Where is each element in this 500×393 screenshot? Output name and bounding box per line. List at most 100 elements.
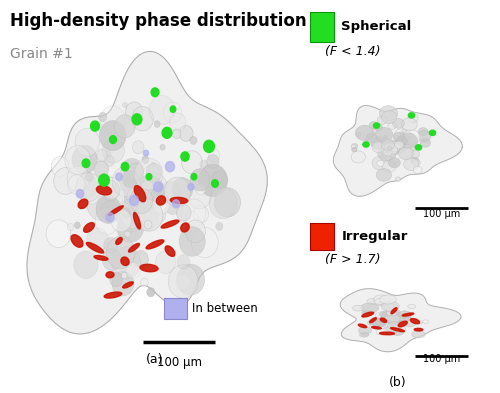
Circle shape [388,158,400,168]
Circle shape [86,173,93,182]
Circle shape [389,146,400,155]
Circle shape [146,174,152,180]
Circle shape [100,121,126,151]
Circle shape [397,314,411,322]
Circle shape [410,147,416,151]
Circle shape [398,130,411,140]
Circle shape [390,328,404,336]
Ellipse shape [104,292,122,298]
Circle shape [418,128,428,136]
Circle shape [372,128,379,134]
Circle shape [104,179,118,196]
Ellipse shape [140,264,158,272]
Ellipse shape [170,197,188,204]
Circle shape [136,173,156,196]
Circle shape [127,186,148,211]
Circle shape [412,331,425,338]
Ellipse shape [122,282,134,288]
Text: High-density phase distribution: High-density phase distribution [10,12,306,30]
Circle shape [76,189,84,198]
Circle shape [399,313,408,318]
Circle shape [392,318,394,320]
Circle shape [351,145,356,149]
Circle shape [204,140,214,152]
Circle shape [110,136,116,143]
Circle shape [366,133,377,142]
Circle shape [165,198,180,215]
Circle shape [88,189,115,220]
Circle shape [98,112,107,122]
Circle shape [112,271,134,296]
Circle shape [134,191,150,209]
Circle shape [151,162,156,167]
Ellipse shape [108,206,124,215]
Circle shape [389,141,401,151]
Text: 100 μm: 100 μm [422,354,460,364]
Circle shape [122,208,131,218]
Circle shape [402,118,417,131]
Circle shape [386,310,396,316]
Ellipse shape [116,237,122,244]
Circle shape [393,143,405,153]
Circle shape [154,121,160,127]
Circle shape [177,255,190,269]
Circle shape [164,102,182,123]
Ellipse shape [121,257,129,266]
Circle shape [110,272,122,287]
Circle shape [370,319,385,327]
Circle shape [386,326,397,332]
Circle shape [118,197,123,202]
Circle shape [420,138,430,147]
Circle shape [384,140,400,154]
Ellipse shape [86,242,104,253]
Circle shape [214,188,240,217]
Ellipse shape [398,321,407,327]
Circle shape [82,159,90,167]
Circle shape [358,327,372,334]
Text: In between: In between [192,302,258,315]
Circle shape [46,220,70,248]
Circle shape [196,184,205,195]
Ellipse shape [380,332,394,335]
Circle shape [374,299,386,305]
Circle shape [135,200,163,231]
Circle shape [160,181,180,204]
Circle shape [384,314,401,323]
Circle shape [136,195,148,209]
Ellipse shape [134,213,140,229]
Circle shape [126,102,143,121]
Circle shape [156,251,176,274]
Circle shape [75,129,100,156]
Circle shape [125,231,130,237]
Circle shape [176,274,190,290]
Circle shape [418,130,431,141]
Bar [310,223,334,250]
Circle shape [118,174,134,192]
Circle shape [408,304,416,309]
Circle shape [142,185,147,191]
Circle shape [402,129,406,132]
Circle shape [124,179,145,203]
Circle shape [177,264,204,295]
Circle shape [376,329,388,335]
Circle shape [102,177,121,199]
Circle shape [102,249,122,270]
Bar [164,298,186,319]
Circle shape [362,310,372,316]
Circle shape [191,174,197,180]
Circle shape [388,317,396,320]
Circle shape [404,158,418,171]
Ellipse shape [78,199,88,209]
Circle shape [67,166,90,191]
Circle shape [52,156,69,176]
Circle shape [122,162,128,171]
Circle shape [380,106,398,121]
Circle shape [181,152,189,161]
Circle shape [106,213,114,222]
Circle shape [104,237,118,253]
Circle shape [74,251,98,278]
Circle shape [190,169,210,191]
Circle shape [370,324,373,326]
Circle shape [375,127,393,142]
Circle shape [380,295,396,304]
